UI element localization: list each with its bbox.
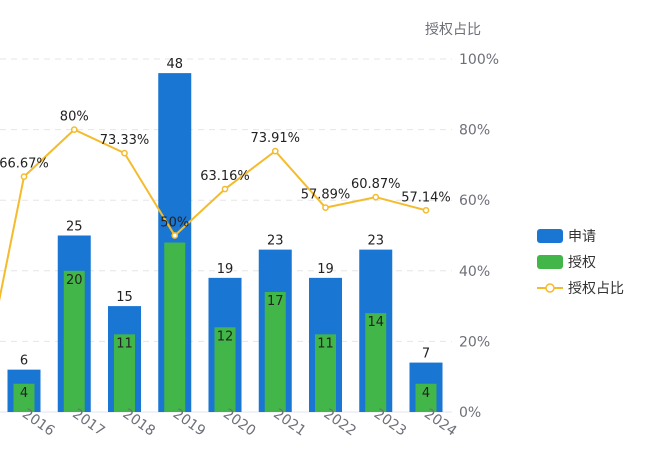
bar-granted (415, 383, 437, 412)
data-labels: 6 4 25 20 15 11 48 19 12 23 17 19 11 23 14 7 4 66.67% 80% 7… (0, 57, 451, 401)
bar-granted (13, 383, 35, 412)
bar-granted (214, 327, 236, 412)
ratio-label: 57.14% (401, 190, 451, 205)
right-axis-tick-label: 60% (459, 193, 490, 209)
bar-label-granted: 11 (317, 336, 334, 351)
ratio-point (20, 173, 28, 181)
ratio-label: 50% (160, 216, 189, 231)
legend-swatch (537, 229, 563, 243)
ratio-point (121, 149, 128, 157)
bar-label-application: 48 (166, 57, 183, 72)
bar-label-granted: 11 (116, 336, 133, 351)
legend-line-marker (545, 283, 555, 293)
ratio-line (0, 126, 430, 302)
bar-label-application: 23 (267, 234, 284, 249)
bar-label-granted: 20 (66, 273, 83, 288)
ratio-label: 73.33% (100, 133, 150, 148)
legend-label: 授权占比 (568, 281, 624, 297)
ratio-label: 60.87% (351, 177, 401, 192)
bar-label-granted: 4 (422, 386, 430, 401)
bar-granted (264, 291, 286, 412)
bar-granted (114, 334, 135, 412)
legend-item-granted[interactable]: 授权 (537, 255, 596, 271)
bar-label-application: 19 (317, 262, 334, 277)
right-axis-title: 授权占比 (425, 22, 481, 38)
bar-label-granted: 12 (217, 329, 234, 344)
ratio-label: 66.67% (0, 157, 49, 172)
ratio-label: 80% (60, 110, 89, 125)
legend-item-ratio[interactable]: 授权占比 (537, 281, 624, 297)
bar-granted (365, 313, 387, 412)
ratio-point (422, 206, 430, 214)
bar-label-granted: 4 (20, 386, 28, 401)
bar-label-application: 15 (116, 290, 133, 305)
legend-label: 授权 (568, 255, 596, 271)
bar-granted (63, 270, 85, 412)
ratio-point (221, 185, 229, 193)
legend-label: 申请 (568, 229, 596, 245)
ratio-point (70, 126, 78, 133)
ratio-point (322, 204, 329, 211)
ratio-label: 57.89% (301, 188, 351, 203)
bar-label-application: 19 (217, 262, 234, 277)
bar-label-application: 23 (367, 234, 384, 249)
right-axis-tick-label: 0% (459, 405, 481, 421)
right-axis-tick-label: 20% (459, 334, 490, 350)
bar-label-application: 25 (66, 220, 83, 235)
ratio-line-path (0, 128, 427, 302)
ratio-point (372, 193, 380, 201)
legend-swatch (537, 255, 563, 269)
right-axis-tick-label: 100% (459, 52, 499, 68)
ratio-label: 63.16% (200, 169, 250, 184)
bar-label-granted: 17 (267, 294, 284, 309)
right-axis-tick-label: 80% (459, 123, 490, 139)
right-axis-tick-label: 40% (459, 264, 490, 280)
ratio-point (271, 147, 279, 155)
ratio-label: 73.91% (250, 131, 300, 146)
bar-granted (164, 242, 186, 412)
bar-label-application: 6 (20, 354, 28, 369)
bar-label-application: 7 (422, 347, 430, 362)
bars (7, 73, 443, 413)
bar-label-granted: 14 (367, 315, 384, 330)
ratio-point (171, 232, 179, 239)
legend-item-application[interactable]: 申请 (537, 229, 596, 245)
bar-granted (315, 334, 336, 412)
